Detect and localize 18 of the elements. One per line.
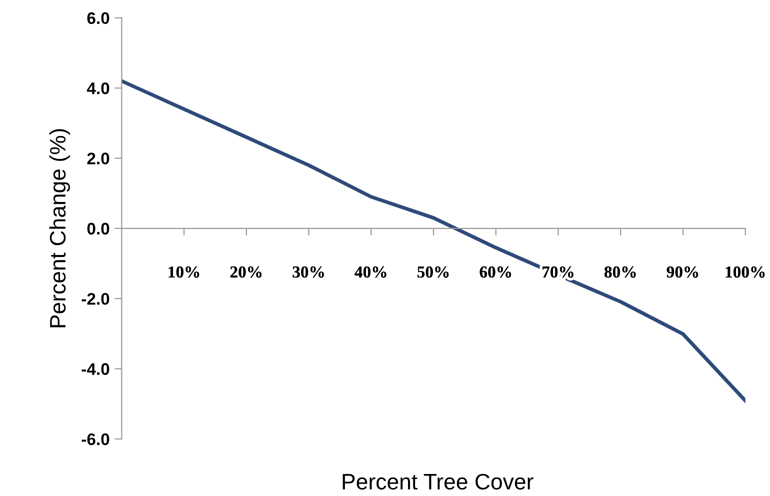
y-tick-label: 4.0 bbox=[86, 82, 110, 94]
x-tick-label: 20% bbox=[230, 266, 262, 278]
y-tick-label: 6.0 bbox=[87, 12, 110, 24]
x-tick-label: 80% bbox=[604, 266, 636, 278]
y-tick-label: -4.0 bbox=[82, 363, 110, 375]
x-tick-label: 90% bbox=[666, 266, 698, 278]
y-tick-label: 0.0 bbox=[87, 222, 110, 235]
x-tick-label: 100% bbox=[726, 266, 765, 278]
x-tick-label: 30% bbox=[292, 266, 324, 278]
y-tick-label: 2.0 bbox=[87, 152, 110, 164]
y-tick-label: -2.0 bbox=[82, 292, 110, 305]
x-axis-title: Percent Tree Cover bbox=[342, 474, 534, 490]
x-tick-label: 60% bbox=[480, 266, 511, 278]
x-tick-label: 40% bbox=[354, 266, 386, 278]
x-tick-label: 50% bbox=[418, 266, 449, 278]
x-tick-label: 10% bbox=[168, 266, 200, 278]
y-axis-title: Percent Change (%) bbox=[49, 129, 70, 328]
y-tick-label: -6.0 bbox=[82, 433, 110, 446]
